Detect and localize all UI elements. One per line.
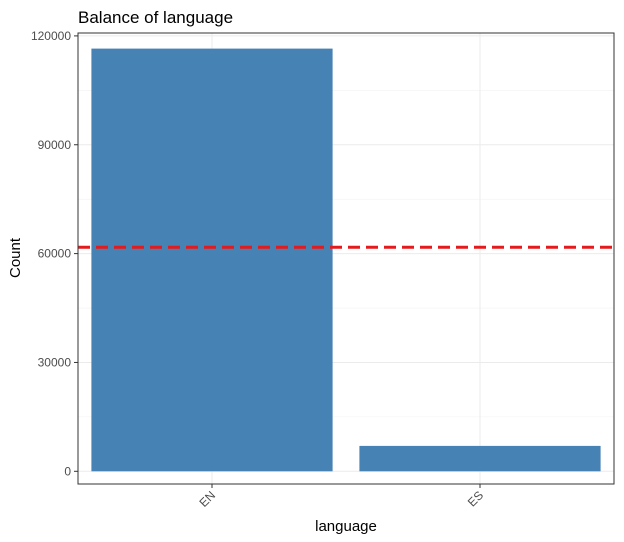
y-tick-label: 0 (64, 464, 71, 478)
y-tick-label: 120000 (31, 29, 71, 43)
y-tick-label: 90000 (38, 138, 72, 152)
chart-title: Balance of language (78, 8, 233, 27)
y-axis-title: Count (7, 237, 24, 278)
bars (91, 48, 601, 472)
y-axis: 0 30000 60000 90000 120000 (31, 29, 78, 478)
plot-border (77, 32, 615, 485)
bar-es (359, 445, 601, 472)
x-tick-label: EN (196, 488, 218, 510)
bar-en (91, 48, 333, 472)
y-tick-label: 60000 (38, 247, 72, 261)
x-axis: EN ES (196, 484, 486, 510)
x-axis-title: language (315, 518, 377, 535)
y-tick-label: 30000 (38, 355, 72, 369)
x-tick-label: ES (465, 488, 486, 509)
